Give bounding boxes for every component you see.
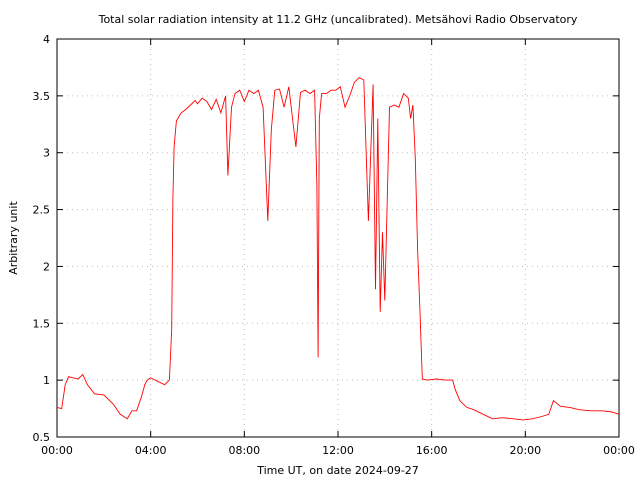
y-tick-label: 0.5 [33,431,51,444]
x-tick-label: 00:00 [603,444,635,457]
y-tick-label: 4 [43,33,50,46]
y-tick-label: 1 [43,374,50,387]
y-axis-label: Arbitrary unit [7,201,20,275]
series-line [56,77,620,421]
y-axis-ticks [57,38,619,438]
x-axis-label: Time UT, on date 2024-09-27 [256,464,419,477]
x-tick-label: 20:00 [509,444,541,457]
x-axis-ticks [56,39,620,437]
x-tick-label: 08:00 [228,444,260,457]
plot-frame [56,38,620,438]
y-tick-label: 2 [43,260,50,273]
gridlines [57,39,619,437]
x-tick-label: 12:00 [322,444,354,457]
chart-title: Total solar radiation intensity at 11.2 … [98,13,578,26]
x-tick-label: 00:00 [41,444,73,457]
y-tick-label: 3 [43,147,50,160]
y-tick-label: 3.5 [33,90,51,103]
y-tick-label: 1.5 [33,317,51,330]
x-tick-label: 04:00 [135,444,167,457]
y-tick-label: 2.5 [33,204,51,217]
x-tick-label: 16:00 [416,444,448,457]
